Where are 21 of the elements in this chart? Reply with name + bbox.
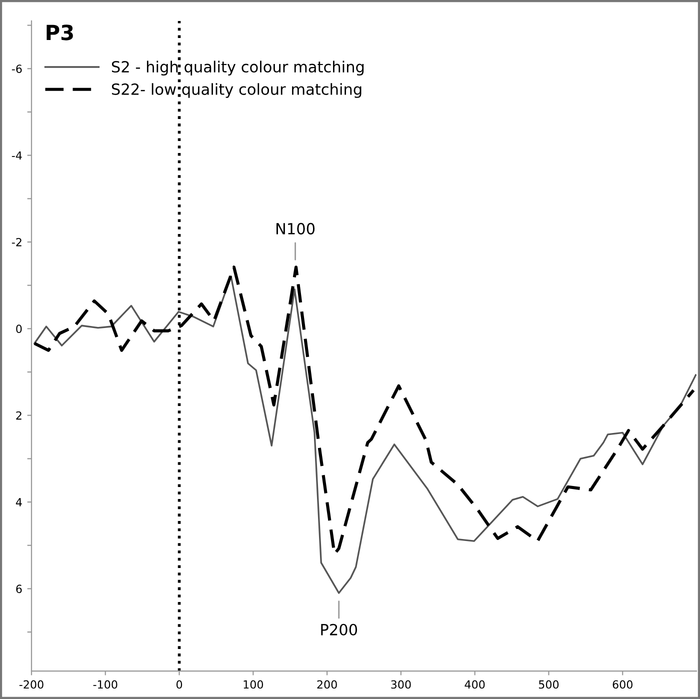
x-tick-label: 200	[317, 680, 337, 689]
y-tick-label: -2	[12, 238, 22, 246]
y-tick-label: -6	[12, 64, 22, 74]
legend-label: S22- low quality colour matching	[112, 83, 362, 98]
annotation: P200	[321, 624, 358, 636]
x-tick-label: -100	[93, 680, 118, 689]
y-tick-label: 2	[16, 411, 22, 420]
x-tick-label: 500	[538, 680, 559, 689]
x-tick-label: 400	[464, 680, 485, 689]
y-tick-label: 6	[16, 584, 22, 594]
annotation: N100	[276, 222, 315, 234]
x-tick-label: -200	[19, 680, 44, 689]
legend-label: S2 - high quality colour matching	[112, 60, 364, 76]
x-tick-label: 0	[176, 680, 182, 689]
y-tick-label: 4	[16, 498, 22, 506]
chart-title: P3	[46, 24, 73, 40]
y-tick-label: 0	[16, 324, 22, 334]
x-tick-label: 300	[391, 680, 411, 689]
y-tick-label: -4	[12, 151, 22, 160]
x-tick-label: 100	[244, 680, 264, 689]
x-tick-label: 600	[612, 680, 632, 689]
